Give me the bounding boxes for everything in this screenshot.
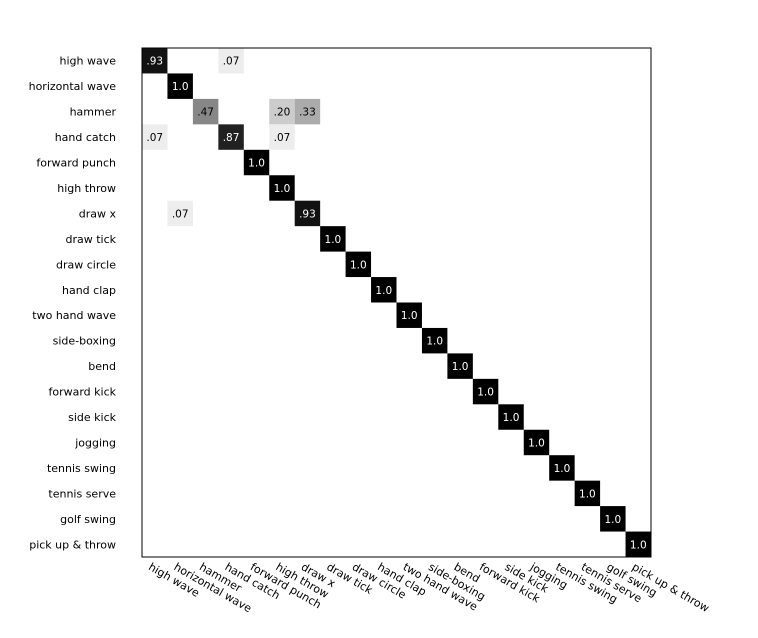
cell-value-label: 1.0 (630, 539, 647, 551)
cell-value-label: .33 (299, 107, 316, 119)
y-tick-labels: high wave horizontal wave hammer hand catch… (29, 55, 117, 552)
matrix-cell (192, 98, 219, 125)
matrix-cell (294, 98, 321, 125)
y-tick-label-pick-up-throw: pick up & throw (29, 538, 116, 551)
y-tick-label-forward-kick: forward kick (48, 386, 116, 399)
matrix-cell (396, 302, 422, 328)
y-tick-label-horizontal-wave: horizontal wave (29, 80, 117, 93)
matrix-cell (574, 480, 601, 507)
y-tick-label-jogging: jogging (74, 436, 116, 449)
matrix-cell (218, 124, 244, 150)
matrix-cell (421, 327, 448, 354)
y-tick-label-hand-clap: hand clap (62, 284, 116, 297)
cell-value-label: .07 (223, 56, 240, 68)
matrix-cell (269, 124, 295, 150)
cell-value-label: 1.0 (274, 183, 291, 195)
cell-value-label: .07 (274, 132, 291, 144)
cell-value-label: 1.0 (579, 488, 596, 500)
cell-value-label: 1.0 (350, 259, 367, 271)
matrix-cell (523, 429, 550, 456)
matrix-cell (345, 251, 372, 278)
y-tick-label-high-throw: high throw (57, 182, 116, 195)
y-tick-label-side-kick: side kick (68, 411, 117, 424)
cell-value-label: 1.0 (554, 463, 571, 475)
cell-value-label: .47 (197, 107, 214, 119)
matrix-cell (269, 175, 295, 201)
matrix-cell (269, 98, 295, 125)
cell-value-label: 1.0 (401, 310, 418, 322)
y-tick-label-two-hand-wave: two hand wave (32, 309, 116, 322)
y-tick-label-tennis-swing: tennis swing (47, 462, 116, 475)
matrix-cell (625, 531, 651, 557)
cell-value-label: 1.0 (528, 437, 545, 449)
y-tick-label-hammer: hammer (70, 106, 117, 119)
cell-value-label: 1.0 (426, 336, 443, 348)
matrix-cell (498, 404, 524, 430)
y-tick-label-draw-x: draw x (79, 207, 117, 220)
matrix-cell (600, 506, 626, 532)
cell-value-label: .20 (274, 107, 291, 119)
matrix-cell (142, 48, 168, 74)
matrix-cell (447, 353, 473, 379)
y-tick-label-tennis-serve: tennis serve (48, 487, 116, 500)
matrix-cell (218, 48, 244, 74)
matrix-cell (320, 226, 346, 252)
cell-value-label: 1.0 (325, 234, 342, 246)
matrix-cell (472, 378, 499, 405)
y-tick-label-side-boxing: side-boxing (53, 335, 116, 348)
y-tick-label-forward-punch: forward punch (36, 157, 116, 170)
y-tick-label-draw-tick: draw tick (65, 233, 116, 246)
cell-value-label: 1.0 (477, 387, 494, 399)
matrix-cell (371, 277, 397, 303)
cell-value-label: .87 (223, 132, 240, 144)
plot-frame (141, 47, 652, 558)
cell-value-label: 1.0 (172, 81, 189, 93)
y-tick-label-high-wave: high wave (60, 55, 117, 68)
cell-value-label: .93 (146, 56, 163, 68)
matrix-cell (549, 455, 575, 481)
cell-value-label: .07 (172, 208, 189, 220)
cells-layer: .93 .07 1.0 .47 .20 .33 .07 .87 .07 1.0 1.0 .07 .93 1… (142, 48, 651, 557)
cell-value-label: 1.0 (503, 412, 520, 424)
matrix-cell (142, 124, 168, 150)
cell-value-label: .93 (299, 208, 316, 220)
cell-value-label: 1.0 (248, 158, 265, 170)
matrix-cell (167, 200, 193, 227)
cell-value-label: 1.0 (375, 285, 392, 297)
y-tick-label-bend: bend (88, 360, 116, 373)
y-tick-label-draw-circle: draw circle (56, 258, 116, 271)
y-tick-label-golf-swing: golf swing (60, 513, 116, 526)
matrix-cell (167, 73, 193, 99)
cell-value-label: 1.0 (452, 361, 469, 373)
matrix-cell (294, 200, 321, 227)
y-tick-label-hand-catch: hand catch (55, 131, 116, 144)
matrix-cell (243, 149, 270, 176)
cell-value-label: .07 (146, 132, 163, 144)
cell-value-label: 1.0 (604, 514, 621, 526)
